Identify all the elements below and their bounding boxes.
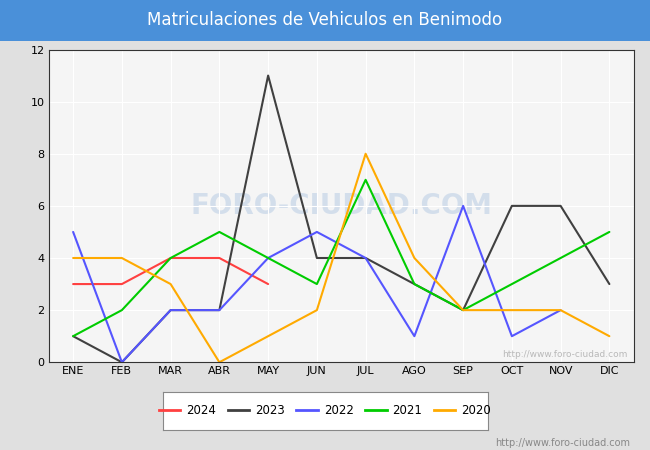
Text: FORO-CIUDAD.COM: FORO-CIUDAD.COM: [190, 192, 492, 220]
Legend: 2024, 2023, 2022, 2021, 2020: 2024, 2023, 2022, 2021, 2020: [159, 404, 491, 417]
Text: Matriculaciones de Vehiculos en Benimodo: Matriculaciones de Vehiculos en Benimodo: [148, 11, 502, 29]
Text: http://www.foro-ciudad.com: http://www.foro-ciudad.com: [495, 438, 630, 448]
Text: http://www.foro-ciudad.com: http://www.foro-ciudad.com: [502, 350, 628, 359]
